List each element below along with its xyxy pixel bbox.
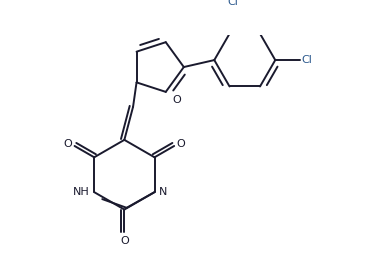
Text: NH: NH <box>73 187 90 197</box>
Text: O: O <box>173 95 182 105</box>
Text: Cl: Cl <box>302 55 312 65</box>
Text: Cl: Cl <box>228 0 238 7</box>
Text: O: O <box>120 236 129 246</box>
Text: N: N <box>159 187 167 197</box>
Text: O: O <box>177 139 186 149</box>
Text: O: O <box>63 139 72 149</box>
